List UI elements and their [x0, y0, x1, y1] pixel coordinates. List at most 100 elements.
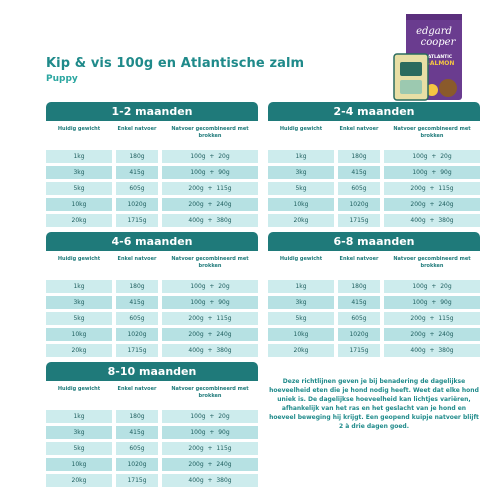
cell-weight: 5kg — [268, 312, 334, 325]
cell-wet: 605g — [116, 442, 158, 455]
table-row: 10kg 1020g 200g + 240g — [268, 328, 480, 341]
cell-weight: 1kg — [268, 280, 334, 293]
cell-wet: 605g — [338, 312, 380, 325]
table-row: 3kg 415g 100g + 90g — [46, 166, 258, 179]
cell-combo-wet: 200g — [188, 445, 204, 452]
column-header-combo: Natvoer gecombineerd met brokken — [393, 126, 471, 139]
plus-separator: + — [205, 429, 219, 436]
cell-wet: 180g — [338, 280, 380, 293]
cell-weight: 20kg — [46, 214, 112, 227]
cell-weight: 20kg — [46, 344, 112, 357]
plus-separator: + — [203, 185, 217, 192]
plus-separator: + — [205, 283, 219, 290]
dog-illustration — [439, 79, 457, 97]
cell-combo: 400g + 380g — [162, 214, 258, 227]
cell-combo-wet: 100g — [412, 153, 428, 160]
cell-combo: 100g + 20g — [162, 280, 258, 293]
plus-separator: + — [203, 315, 217, 322]
cell-combo: 400g + 380g — [162, 474, 258, 487]
cell-wet: 180g — [116, 410, 158, 423]
cell-wet: 415g — [116, 426, 158, 439]
cell-combo-dry: 90g — [218, 429, 230, 436]
plus-separator: + — [427, 283, 441, 290]
table-row: 5kg 605g 200g + 115g — [46, 442, 258, 455]
plus-separator: + — [203, 477, 217, 484]
cell-combo-dry: 90g — [440, 299, 452, 306]
cell-combo-wet: 100g — [190, 429, 206, 436]
brand-text-cooper: cooper — [421, 37, 457, 48]
cell-wet: 1020g — [338, 198, 380, 211]
cell-combo-dry: 380g — [216, 217, 232, 224]
column-header-wet: Enkel natvoer — [339, 126, 379, 132]
cell-combo-wet: 200g — [410, 331, 426, 338]
cell-combo-dry: 115g — [216, 315, 232, 322]
cell-combo: 200g + 240g — [162, 458, 258, 471]
cell-wet: 605g — [116, 182, 158, 195]
cell-combo-dry: 240g — [438, 201, 454, 208]
cell-combo-dry: 20g — [440, 153, 452, 160]
cell-combo-wet: 100g — [190, 283, 206, 290]
cell-combo-wet: 400g — [188, 477, 204, 484]
column-header-wet: Enkel natvoer — [117, 256, 157, 262]
cell-combo: 100g + 90g — [384, 296, 480, 309]
cell-combo-wet: 200g — [410, 185, 426, 192]
cell-combo-wet: 200g — [410, 201, 426, 208]
plus-separator: + — [427, 299, 441, 306]
cell-combo: 200g + 240g — [162, 328, 258, 341]
column-header-combo: Natvoer gecombineerd met brokken — [393, 256, 471, 269]
cell-weight: 20kg — [46, 474, 112, 487]
feeding-table: 8-10 maanden Huidig gewicht Enkel natvoer N… — [46, 362, 258, 490]
cell-weight: 1kg — [46, 150, 112, 163]
table-row: 10kg 1020g 200g + 240g — [46, 458, 258, 471]
cell-weight: 1kg — [46, 410, 112, 423]
cell-wet: 1715g — [338, 344, 380, 357]
plus-separator: + — [425, 185, 439, 192]
cell-wet: 1020g — [116, 198, 158, 211]
cell-weight: 10kg — [46, 458, 112, 471]
cell-combo-wet: 400g — [188, 217, 204, 224]
table-row: 5kg 605g 200g + 115g — [268, 182, 480, 195]
cell-weight: 3kg — [46, 296, 112, 309]
cell-combo-wet: 200g — [410, 315, 426, 322]
cell-wet: 415g — [338, 296, 380, 309]
cell-weight: 10kg — [46, 328, 112, 341]
cell-weight: 3kg — [46, 426, 112, 439]
cell-wet: 1020g — [116, 458, 158, 471]
table-row: 3kg 415g 100g + 90g — [268, 166, 480, 179]
table-row: 10kg 1020g 200g + 240g — [46, 198, 258, 211]
cell-combo-dry: 115g — [216, 185, 232, 192]
cell-combo: 200g + 240g — [162, 198, 258, 211]
cell-weight: 3kg — [268, 166, 334, 179]
cell-combo: 400g + 380g — [384, 344, 480, 357]
table-row: 5kg 605g 200g + 115g — [46, 182, 258, 195]
table-row: 5kg 605g 200g + 115g — [268, 312, 480, 325]
cell-combo: 200g + 115g — [162, 182, 258, 195]
cell-combo: 200g + 240g — [384, 198, 480, 211]
cell-combo-dry: 20g — [218, 153, 230, 160]
plus-separator: + — [425, 331, 439, 338]
cell-weight: 20kg — [268, 344, 334, 357]
cell-combo-dry: 240g — [216, 201, 232, 208]
cell-wet: 1715g — [116, 474, 158, 487]
feeding-table: 1-2 maanden Huidig gewicht Enkel natvoer Na… — [46, 102, 258, 230]
cell-combo: 100g + 90g — [162, 296, 258, 309]
cell-combo-dry: 380g — [438, 347, 454, 354]
plus-separator: + — [205, 299, 219, 306]
cell-combo: 200g + 240g — [384, 328, 480, 341]
plus-separator: + — [427, 153, 441, 160]
cell-combo-dry: 20g — [218, 283, 230, 290]
column-header-weight: Huidig gewicht — [279, 256, 323, 262]
cell-combo: 200g + 115g — [384, 312, 480, 325]
cell-wet: 415g — [338, 166, 380, 179]
table-row: 1kg 180g 100g + 20g — [268, 150, 480, 163]
cell-combo-dry: 240g — [216, 331, 232, 338]
cell-weight: 5kg — [46, 182, 112, 195]
cell-weight: 5kg — [268, 182, 334, 195]
cell-wet: 180g — [338, 150, 380, 163]
table-row: 20kg 1715g 400g + 380g — [46, 344, 258, 357]
plus-separator: + — [203, 331, 217, 338]
cell-combo-dry: 90g — [218, 169, 230, 176]
product-image: edgard cooper ATLANTIC SALMON — [393, 14, 462, 101]
feeding-table-title: 2-4 maanden — [268, 102, 480, 121]
column-header-weight: Huidig gewicht — [57, 386, 101, 392]
